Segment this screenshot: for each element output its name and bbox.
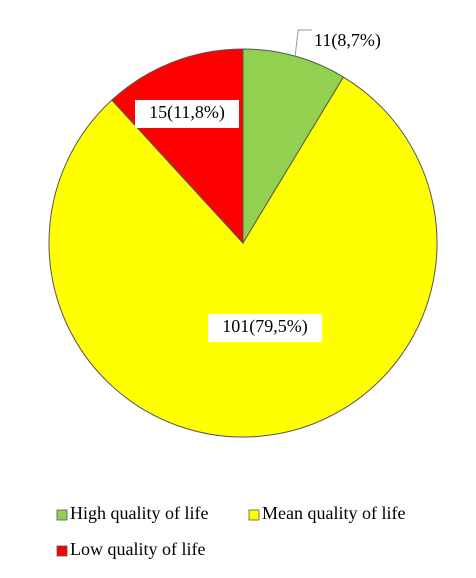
legend-swatch: [248, 509, 260, 521]
leader-line: [294, 29, 312, 57]
legend: High quality of life Mean quality of life…: [56, 503, 405, 559]
label-box: [208, 314, 322, 342]
pie-slice: [111, 48, 244, 245]
legend-label: High quality of life: [70, 503, 208, 523]
label-box: [135, 100, 239, 128]
data-label: 101(79,5%): [222, 316, 307, 337]
legend-swatch: [56, 509, 68, 521]
data-label: 11(8,7%): [314, 30, 381, 51]
pie-slice: [48, 76, 438, 438]
legend-swatch: [56, 545, 68, 557]
data-label: 15(11,8%): [149, 102, 225, 123]
legend-label: Mean quality of life: [262, 503, 405, 523]
legend-label: Low quality of life: [70, 539, 205, 559]
pie: 11(8,7%) 101(79,5%) 15(11,8%): [48, 29, 438, 438]
